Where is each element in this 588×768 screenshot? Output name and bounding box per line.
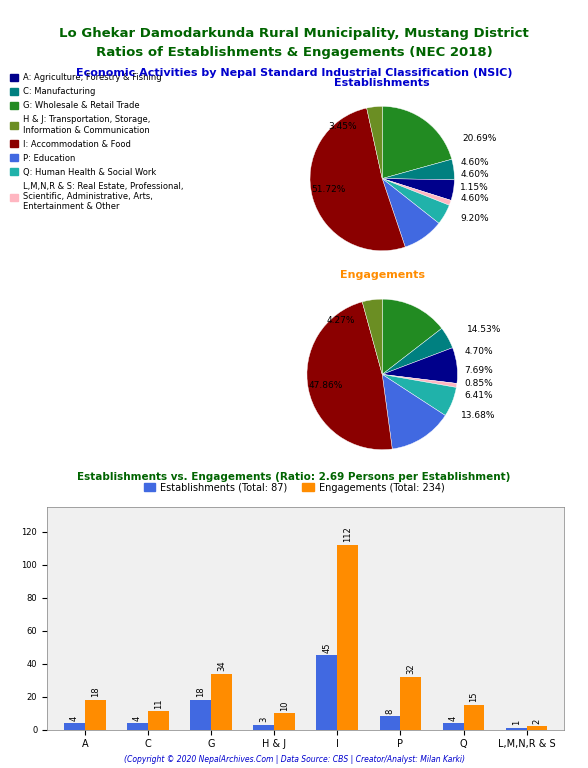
Text: 3: 3 xyxy=(259,717,268,722)
Text: 4: 4 xyxy=(70,715,79,720)
Wedge shape xyxy=(382,178,451,205)
Bar xyxy=(463,705,485,730)
Bar xyxy=(400,677,421,730)
Bar xyxy=(443,723,463,730)
Text: 2: 2 xyxy=(533,719,542,723)
Wedge shape xyxy=(382,178,439,247)
Bar xyxy=(338,545,358,730)
Wedge shape xyxy=(382,375,457,387)
Wedge shape xyxy=(382,178,449,223)
Text: 4: 4 xyxy=(449,715,457,720)
Bar xyxy=(506,728,527,730)
Text: 1.15%: 1.15% xyxy=(460,183,489,192)
Text: 10: 10 xyxy=(280,700,289,710)
Text: 4.60%: 4.60% xyxy=(460,170,489,180)
Bar xyxy=(127,723,148,730)
Text: 34: 34 xyxy=(217,660,226,671)
Title: Establishments: Establishments xyxy=(335,78,430,88)
Bar xyxy=(148,711,169,730)
Text: 9.20%: 9.20% xyxy=(460,214,489,223)
Legend: Establishments (Total: 87), Engagements (Total: 234): Establishments (Total: 87), Engagements … xyxy=(140,478,448,497)
Text: 7.69%: 7.69% xyxy=(464,366,493,375)
Text: 4.60%: 4.60% xyxy=(460,194,489,204)
Wedge shape xyxy=(382,106,452,178)
Wedge shape xyxy=(382,375,456,415)
Wedge shape xyxy=(382,178,455,200)
Text: 18: 18 xyxy=(91,687,100,697)
Text: 20.69%: 20.69% xyxy=(463,134,497,144)
Bar xyxy=(191,700,211,730)
Text: 112: 112 xyxy=(343,527,352,542)
Legend: A: Agriculture, Forestry & Fishing, C: Manufacturing, G: Wholesale & Retail Trad: A: Agriculture, Forestry & Fishing, C: M… xyxy=(10,73,183,211)
Bar xyxy=(64,723,85,730)
Text: 47.86%: 47.86% xyxy=(309,381,343,390)
Wedge shape xyxy=(362,299,382,375)
Wedge shape xyxy=(310,108,405,250)
Text: 3.45%: 3.45% xyxy=(328,122,357,131)
Wedge shape xyxy=(382,159,455,180)
Wedge shape xyxy=(367,106,382,178)
Text: Establishments vs. Engagements (Ratio: 2.69 Persons per Establishment): Establishments vs. Engagements (Ratio: 2… xyxy=(77,472,511,482)
Bar xyxy=(211,674,232,730)
Text: 1: 1 xyxy=(512,720,521,726)
Wedge shape xyxy=(382,329,453,375)
Text: 4.27%: 4.27% xyxy=(326,316,355,325)
Text: 51.72%: 51.72% xyxy=(311,185,345,194)
Text: 45: 45 xyxy=(322,642,332,653)
Text: 8: 8 xyxy=(386,709,395,714)
Text: 13.68%: 13.68% xyxy=(462,412,496,420)
Text: Economic Activities by Nepal Standard Industrial Classification (NSIC): Economic Activities by Nepal Standard In… xyxy=(76,68,512,78)
Bar xyxy=(253,725,274,730)
Bar xyxy=(380,717,400,730)
Title: Engagements: Engagements xyxy=(340,270,425,280)
Text: 14.53%: 14.53% xyxy=(467,325,501,334)
Text: 4.60%: 4.60% xyxy=(460,158,489,167)
Bar xyxy=(85,700,106,730)
Text: 32: 32 xyxy=(406,664,415,674)
Text: Ratios of Establishments & Engagements (NEC 2018): Ratios of Establishments & Engagements (… xyxy=(96,46,492,59)
Text: 0.85%: 0.85% xyxy=(464,379,493,388)
Bar xyxy=(527,727,547,730)
Wedge shape xyxy=(307,302,392,449)
Wedge shape xyxy=(382,299,442,375)
Text: 4.70%: 4.70% xyxy=(464,347,493,356)
Bar xyxy=(274,713,295,730)
Text: 6.41%: 6.41% xyxy=(464,391,493,400)
Wedge shape xyxy=(382,375,445,449)
Text: 18: 18 xyxy=(196,687,205,697)
Text: Lo Ghekar Damodarkunda Rural Municipality, Mustang District: Lo Ghekar Damodarkunda Rural Municipalit… xyxy=(59,27,529,40)
Text: 15: 15 xyxy=(469,692,479,703)
Text: 11: 11 xyxy=(154,698,163,709)
Text: (Copyright © 2020 NepalArchives.Com | Data Source: CBS | Creator/Analyst: Milan : (Copyright © 2020 NepalArchives.Com | Da… xyxy=(123,755,465,764)
Bar xyxy=(316,655,338,730)
Wedge shape xyxy=(382,348,457,383)
Text: 4: 4 xyxy=(133,715,142,720)
